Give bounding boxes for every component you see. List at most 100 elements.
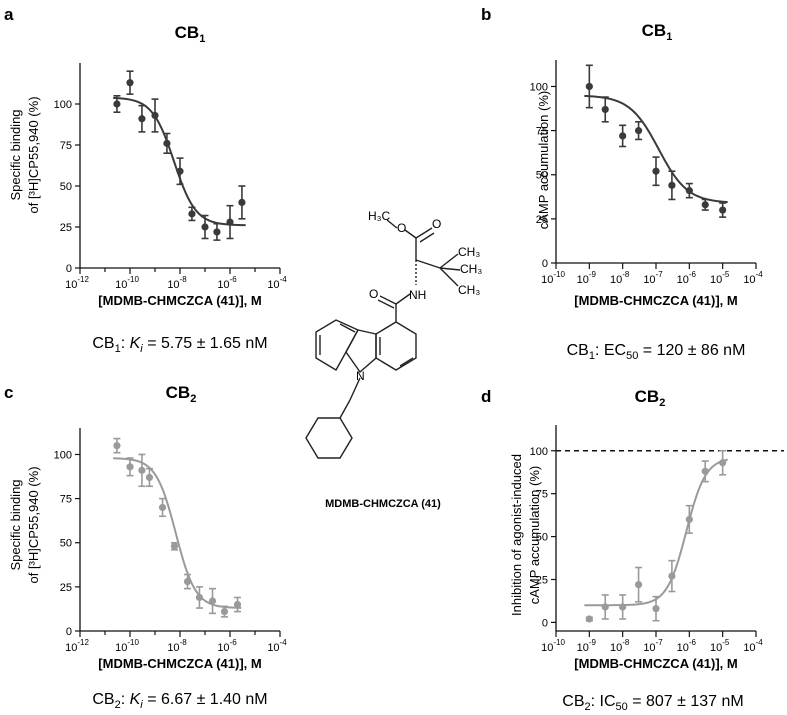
panel-a-x-tick-label: 10-4	[267, 275, 287, 291]
panel-b-data-point	[685, 187, 693, 195]
panel-c-data-point	[220, 607, 229, 616]
panel-c-y-tick-label: 0	[66, 626, 72, 638]
bond	[377, 299, 395, 309]
panel-a-ylabel-1: Specific binding	[8, 109, 23, 200]
panel-d-x-tick-label: 10-7	[643, 638, 663, 654]
panel-a-data-point	[113, 100, 121, 108]
panel-d-title: CB2	[635, 387, 666, 409]
panel-c-data-point	[145, 473, 154, 482]
panel-b-fit-curve	[584, 94, 728, 204]
atom-label: O	[397, 221, 406, 235]
panel-d-y-tick-label: 50	[536, 532, 548, 544]
panel-d-x-tick-label: 10-6	[677, 638, 697, 654]
panel-c-x-tick-label: 10-4	[267, 638, 287, 654]
panel-a-data-point	[138, 115, 146, 123]
panel-d-letter: d	[481, 387, 491, 406]
panel-c-data-point	[113, 442, 121, 450]
panel-c-result: CB2: Ki = 6.67 ± 1.40 nM	[92, 691, 267, 711]
ring	[315, 319, 359, 371]
panel-a-data-point	[201, 223, 209, 231]
molecule-structure	[305, 219, 461, 459]
panel-d-data-point	[634, 581, 643, 589]
atom-label: H₃C	[368, 209, 391, 223]
panel-c-data-point	[195, 593, 204, 602]
panel-b-title: CB1	[642, 21, 673, 43]
bond	[415, 259, 441, 269]
panel-c-fit-curve	[113, 457, 242, 609]
panel-a-x-tick-label: 10-6	[217, 275, 237, 291]
panel-d-y-tick-label: 0	[542, 617, 548, 629]
panel-a-letter: a	[4, 5, 14, 24]
atom-label: CH₃	[458, 245, 480, 259]
panel-d-data-point	[685, 515, 693, 524]
panel-a-x-tick-label: 10-8	[167, 275, 187, 291]
bond	[439, 267, 459, 287]
panel-b-data-point	[652, 167, 660, 175]
molecule-name: MDMB-CHMCZCA (41)	[325, 498, 441, 510]
panel-c-x-tick-label: 10-12	[65, 638, 89, 654]
panel-c-xlabel: [MDMB-CHMCZCA (41)], M	[98, 656, 261, 671]
atom-label: O	[369, 287, 378, 301]
panel-b-y-tick-label: 0	[542, 258, 548, 270]
panel-b-x-tick-label: 10-6	[677, 270, 697, 286]
panel-b-data-point	[668, 181, 676, 189]
panel-d-y-tick-label: 75	[536, 489, 548, 501]
atom-label: CH₃	[460, 262, 482, 276]
panel-c-y-tick-label: 25	[60, 582, 72, 594]
panel-c-y-tick-label: 100	[54, 449, 72, 461]
panel-b-y-tick-label: 25	[536, 214, 548, 226]
panel-b-x-tick-label: 10-7	[643, 270, 663, 286]
panel-b-letter: b	[481, 5, 491, 24]
panel-d-data-point	[701, 467, 709, 475]
panel-b-x-tick-label: 10-8	[610, 270, 630, 286]
bond	[419, 232, 435, 243]
panel-d-x-tick-label: 10-10	[541, 638, 565, 654]
bond	[339, 399, 351, 419]
bond	[439, 267, 461, 271]
panel-b-result: CB1: EC50 = 120 ± 86 nM	[567, 342, 746, 362]
panel-a-y-tick-label: 25	[60, 222, 72, 234]
panel-d-xlabel: [MDMB-CHMCZCA (41)], M	[574, 656, 737, 671]
panel-d-y-tick-label: 100	[530, 446, 548, 458]
atom-label: CH₃	[458, 283, 480, 297]
panel-a-data-point	[176, 167, 184, 175]
panel-c-data-point	[208, 597, 217, 605]
panel-c-ylabel-2: of [³H]CP55,940 (%)	[26, 466, 41, 583]
panel-d: d CB2 Inhibition of agonist-induced cAMP…	[481, 387, 784, 713]
panel-a-y-tick-label: 75	[60, 140, 72, 152]
molecule-labels: H₃C O O CH₃ CH₃ CH₃ NH O N MDMB-CHMCZCA …	[325, 209, 482, 510]
panel-b-data-point	[634, 127, 643, 135]
bond	[349, 377, 361, 401]
panel-c-x-tick-label: 10-6	[217, 638, 237, 654]
bond	[339, 323, 356, 333]
panel-c-x-tick-label: 10-8	[167, 638, 187, 654]
panel-a-data-point	[226, 218, 234, 226]
panel-a-x-tick-label: 10-12	[65, 275, 89, 291]
atom-label: O	[432, 217, 441, 231]
panel-c-title: CB2	[166, 383, 197, 405]
panel-a-y-tick-label: 100	[54, 99, 72, 111]
panel-b-data-point	[585, 82, 593, 91]
panel-c-data-point	[138, 466, 146, 474]
panel-a: a CB1 Specific binding of [³H]CP55,940 (…	[4, 5, 287, 355]
bond	[395, 293, 411, 305]
panel-b-x-tick-label: 10-9	[577, 270, 597, 286]
panel-c-x-tick-label: 10-10	[115, 638, 139, 654]
panel-d-data-point	[668, 572, 676, 580]
panel-b-x-tick-label: 10-10	[541, 270, 565, 286]
panel-a-data-point	[213, 228, 221, 236]
panel-d-x-tick-label: 10-8	[610, 638, 630, 654]
panel-d-x-tick-label: 10-4	[743, 638, 763, 654]
panel-a-data-point	[163, 139, 171, 147]
panel-b-x-tick-label: 10-5	[710, 270, 730, 286]
panel-a-y-tick-label: 50	[60, 181, 72, 193]
panel-d-y-tick-label: 25	[536, 575, 548, 587]
panel-a-title: CB1	[175, 23, 206, 45]
panel-c-y-tick-label: 50	[60, 538, 72, 550]
panel-b: b CB1 cAMP accumulation (%) [MDMB-CHMCZC…	[481, 5, 763, 362]
bond	[399, 357, 414, 367]
atom-label: NH	[409, 288, 426, 302]
bond	[386, 219, 398, 229]
panel-a-data-point	[151, 111, 159, 120]
